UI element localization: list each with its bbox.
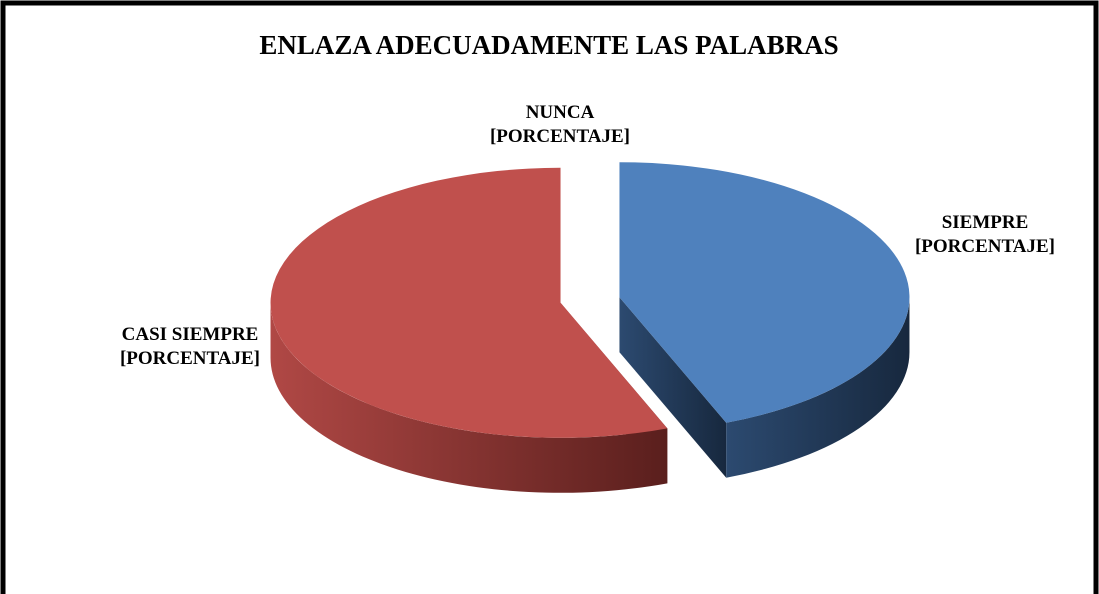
slice-face <box>619 297 727 478</box>
labels: SIEMPRE [PORCENTAJE] CASI SIEMPRE [PORCENTA… <box>120 102 1055 369</box>
slice <box>270 167 668 438</box>
data-label-name: CASI SIEMPRE <box>122 324 259 345</box>
data-label-name: NUNCA <box>526 102 595 123</box>
slice <box>619 162 910 423</box>
data-label-value: [PORCENTAJE] <box>915 236 1055 257</box>
data-label-name: SIEMPRE <box>942 212 1029 233</box>
pie <box>270 162 910 493</box>
data-label-value: [PORCENTAJE] <box>490 126 630 147</box>
slice-side <box>726 297 910 478</box>
chart-title: ENLAZA ADECUADAMENTE LAS PALABRAS <box>259 30 838 60</box>
slice-side <box>270 302 668 493</box>
data-label-value: [PORCENTAJE] <box>120 348 260 369</box>
